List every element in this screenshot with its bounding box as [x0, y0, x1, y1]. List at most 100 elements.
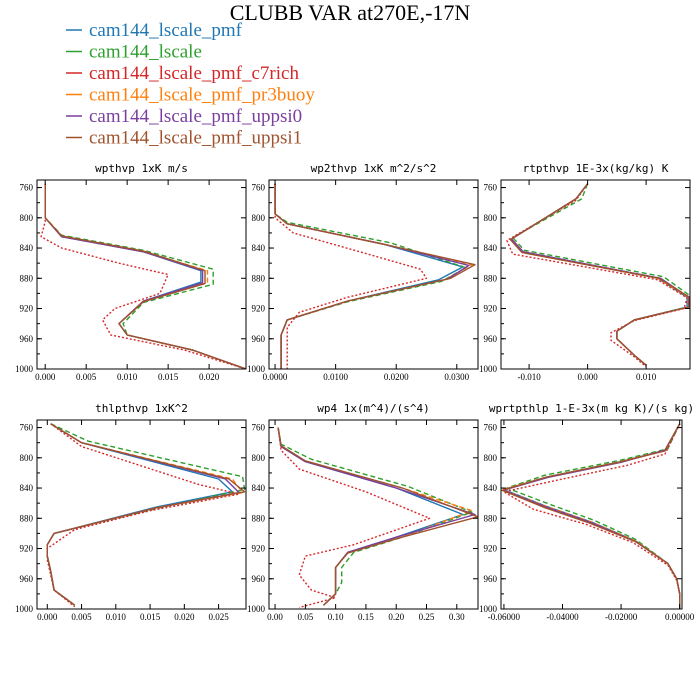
y-tick-label: 840 [484, 483, 498, 493]
x-tick-label: 0.15 [358, 612, 374, 622]
y-tick-label: 840 [252, 243, 266, 253]
series-line [44, 183, 246, 369]
y-tick-label: 880 [252, 273, 266, 283]
legend-entry: cam144_lscale_pmf_uppsi0 [66, 106, 302, 127]
x-tick-label: 0.005 [71, 612, 92, 622]
x-tick-label: 0.25 [419, 612, 435, 622]
x-tick-label: 0.010 [636, 372, 657, 382]
legend-label: cam144_lscale_pmf_uppsi1 [89, 128, 302, 149]
x-tick-label: 0.20 [388, 612, 404, 622]
series-line [510, 183, 690, 366]
y-tick-label: 840 [484, 243, 498, 253]
panel: wprtpthlp 1-E-3x(m kg K)/(s kg) 760 800 840… [479, 402, 695, 622]
series-line [509, 183, 690, 366]
y-tick-label: 760 [20, 183, 34, 193]
y-tick-label: 880 [484, 273, 498, 283]
series-line [274, 183, 467, 369]
x-tick-label: 0.010 [106, 612, 127, 622]
series-line [46, 423, 246, 606]
y-tick-label: 1000 [479, 364, 498, 374]
series-line [503, 423, 681, 609]
legend-label: cam144_lscale_pmf_uppsi0 [89, 106, 302, 127]
panel-title: wp4 1x(m^4)/(s^4) [317, 402, 430, 415]
panel: wpthvp 1xK m/s76080084088092096010000.00… [15, 162, 247, 382]
x-tick-label: 0.000 [37, 612, 58, 622]
y-tick-label: 760 [252, 423, 266, 433]
y-tick-label: 800 [252, 453, 266, 463]
series-line [44, 183, 246, 369]
x-tick-label: -0.04000 [546, 612, 579, 622]
y-tick-label: 920 [484, 544, 498, 554]
legend-entry: cam144_lscale [66, 42, 202, 63]
plot-frame [36, 179, 247, 370]
legend-label: cam144_lscale_pmf [89, 20, 243, 41]
series-lines [46, 423, 246, 608]
x-tick-label: 0.000 [577, 372, 598, 382]
y-tick-label: 920 [20, 304, 34, 314]
plot-frame [36, 419, 247, 610]
y-tick-label: 920 [252, 304, 266, 314]
legend-label: cam144_lscale_pmf_pr3buoy [89, 85, 315, 106]
series-line [274, 183, 473, 369]
series-line [277, 427, 473, 606]
x-tick-label: 0.0000 [263, 372, 288, 382]
series-lines [40, 183, 246, 369]
x-tick-label: 0.010 [117, 372, 138, 382]
y-tick-label: 1000 [15, 604, 34, 614]
plot-frame [500, 179, 691, 370]
y-tick-label: 960 [252, 334, 266, 344]
panel-title: rtpthvp 1E-3x(kg/kg) K [523, 162, 669, 175]
y-tick-label: 1000 [479, 604, 498, 614]
series-line [274, 183, 470, 369]
x-tick-label: 0.025 [208, 612, 229, 622]
x-tick-label: 0.05 [297, 612, 313, 622]
y-tick-label: 880 [252, 513, 266, 523]
y-tick-label: 840 [20, 483, 34, 493]
y-tick-label: 800 [20, 453, 34, 463]
y-tick-label: 960 [252, 574, 266, 584]
series-line [274, 183, 428, 369]
y-tick-label: 960 [20, 574, 34, 584]
series-lines [277, 427, 478, 609]
x-tick-label: 0.020 [199, 372, 220, 382]
series-line [277, 427, 473, 606]
y-tick-label: 800 [252, 213, 266, 223]
x-tick-label: 0.0300 [444, 372, 469, 382]
y-tick-label: 760 [20, 423, 34, 433]
series-line [277, 427, 464, 606]
series-line [277, 427, 478, 606]
y-tick-label: 800 [20, 213, 34, 223]
series-line [46, 423, 246, 606]
legend-entry: cam144_lscale_pmf_pr3buoy [66, 85, 315, 106]
y-tick-label: 920 [20, 544, 34, 554]
panel: wp2thvp 1xK m^2/s^2 760 800 840 880 920 960 100… [247, 162, 479, 382]
x-tick-label: -0.02000 [605, 612, 638, 622]
y-tick-label: 800 [484, 213, 498, 223]
panel-title: wprtpthlp 1-E-3x(m kg K)/(s kg) [489, 402, 694, 415]
legend-entry: cam144_lscale_pmf_c7rich [66, 63, 299, 84]
x-tick-label: 0.020 [174, 612, 195, 622]
panel: thlpthvp 1xK^276080084088092096010000.00… [15, 402, 247, 622]
panel-title: wp2thvp 1xK m^2/s^2 [311, 162, 437, 175]
panel-title: wpthvp 1xK m/s [95, 162, 188, 175]
series-line [44, 183, 246, 369]
x-tick-label: 0.0200 [384, 372, 409, 382]
y-tick-label: 880 [20, 513, 34, 523]
plot-frame [500, 419, 683, 610]
series-line [44, 183, 246, 369]
x-tick-label: 0.015 [140, 612, 161, 622]
figure-title: CLUBB VAR at270E,-17N [230, 0, 471, 25]
legend-entry: cam144_lscale_pmf_uppsi1 [66, 128, 302, 149]
series-line [44, 183, 246, 369]
x-tick-label: 0.30 [449, 612, 465, 622]
x-tick-label: 0.0100 [323, 372, 348, 382]
panel: rtpthvp 1E-3x(kg/kg) K 760 800 840 880 920 960… [479, 162, 691, 382]
y-tick-label: 880 [20, 273, 34, 283]
y-tick-label: 880 [484, 513, 498, 523]
y-tick-label: 960 [484, 334, 498, 344]
y-tick-label: 920 [484, 304, 498, 314]
legend-entry: cam144_lscale_pmf [66, 20, 243, 41]
series-line [46, 423, 240, 606]
series-line [510, 183, 689, 366]
